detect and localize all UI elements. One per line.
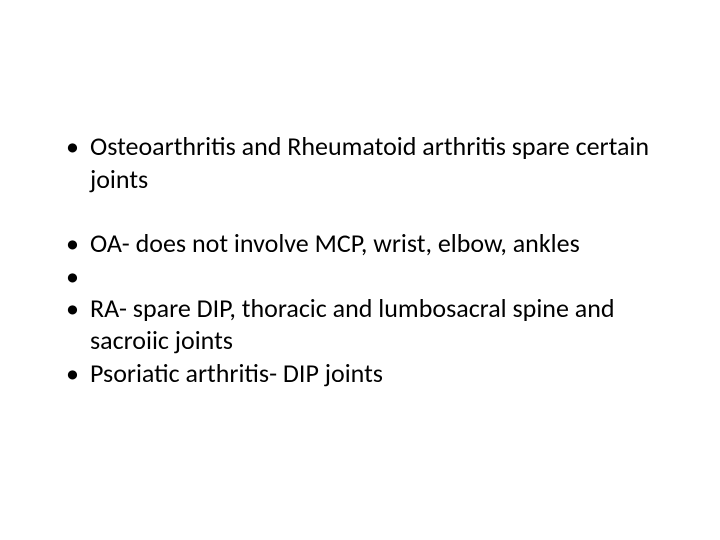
- bullet-item: Psoriatic arthritis- DIP joints: [60, 357, 660, 390]
- slide-content: Osteoarthritis and Rheumatoid arthritis …: [0, 0, 720, 540]
- bullet-item-empty: [60, 260, 660, 292]
- bullet-list: OA- does not involve MCP, wrist, elbow, …: [60, 227, 660, 389]
- spacer: [60, 195, 660, 227]
- bullet-list: Osteoarthritis and Rheumatoid arthritis …: [60, 130, 660, 195]
- bullet-item: Osteoarthritis and Rheumatoid arthritis …: [60, 130, 660, 195]
- bullet-item: RA- spare DIP, thoracic and lumbosacral …: [60, 292, 660, 357]
- bullet-item: OA- does not involve MCP, wrist, elbow, …: [60, 227, 660, 260]
